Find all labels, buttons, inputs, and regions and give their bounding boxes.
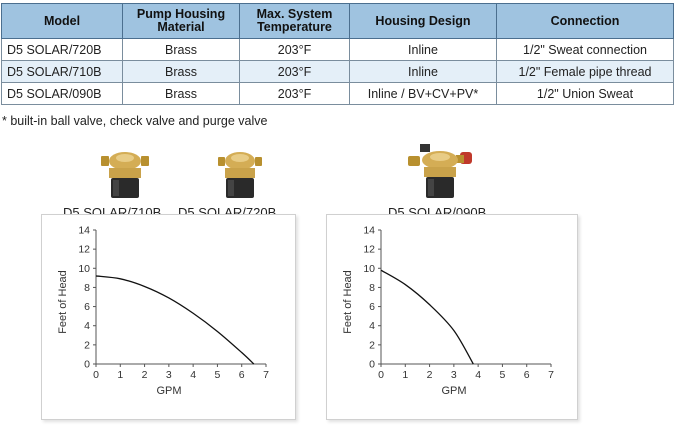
cell-temperature: 203°F [239, 82, 350, 105]
chart-panel-left [41, 214, 296, 420]
y-tick-label: 8 [84, 282, 90, 294]
x-tick-label: 6 [239, 369, 245, 381]
y-tick-label: 8 [369, 282, 375, 294]
header-connection: Connection [496, 3, 674, 39]
x-tick-label: 6 [524, 369, 530, 381]
table-row: D5 SOLAR/720B Brass 203°F Inline 1/2" Sw… [1, 38, 674, 61]
cell-housing-design: Inline [349, 60, 497, 83]
y-tick-label: 4 [84, 320, 90, 332]
y-tick-label: 2 [84, 339, 90, 351]
x-tick-label: 2 [427, 369, 433, 381]
cell-housing-design: Inline / BV+CV+PV* [349, 82, 497, 105]
header-material: Pump Housing Material [122, 3, 240, 39]
y-axis-label: Feet of Head [342, 270, 354, 334]
pump-curve-line [380, 269, 474, 365]
cell-housing-design: Inline [349, 38, 497, 61]
cell-material: Brass [122, 38, 240, 61]
x-tick-label: 7 [263, 369, 269, 381]
cell-connection: 1/2" Union Sweat [496, 82, 674, 105]
cell-temperature: 203°F [239, 60, 350, 83]
cell-model: D5 SOLAR/720B [1, 38, 123, 61]
y-tick-label: 0 [369, 359, 375, 371]
pump-curve-line [95, 275, 255, 365]
x-tick-label: 1 [117, 369, 123, 381]
x-tick-label: 3 [451, 369, 457, 381]
y-tick-label: 2 [369, 339, 375, 351]
y-tick-label: 4 [369, 320, 375, 332]
x-tick-label: 2 [142, 369, 148, 381]
cell-connection: 1/2" Sweat connection [496, 38, 674, 61]
x-tick-label: 5 [215, 369, 221, 381]
y-tick-label: 14 [363, 225, 375, 237]
y-tick-label: 10 [78, 263, 90, 275]
cell-model: D5 SOLAR/090B [1, 82, 123, 105]
table-row: D5 SOLAR/090B Brass 203°F Inline / BV+CV… [1, 82, 674, 105]
header-housing-design: Housing Design [349, 3, 497, 39]
spec-table: Model Pump Housing Material Max. System Te… [1, 3, 674, 105]
chart-panel-right [326, 214, 578, 420]
cell-model: D5 SOLAR/710B [1, 60, 123, 83]
x-tick-label: 4 [190, 369, 196, 381]
pump-720b-image [218, 152, 262, 198]
cell-connection: 1/2" Female pipe thread [496, 60, 674, 83]
x-axis-label: GPM [441, 385, 466, 397]
x-tick-label: 1 [402, 369, 408, 381]
y-tick-label: 12 [363, 244, 375, 256]
y-tick-label: 10 [363, 263, 375, 275]
cell-temperature: 203°F [239, 38, 350, 61]
header-model: Model [1, 3, 123, 39]
cell-material: Brass [122, 60, 240, 83]
header-temperature: Max. System Temperature [239, 3, 350, 39]
y-tick-label: 6 [369, 301, 375, 313]
x-tick-label: 3 [166, 369, 172, 381]
x-tick-label: 5 [500, 369, 506, 381]
cell-material: Brass [122, 82, 240, 105]
footnote: * built-in ball valve, check valve and p… [2, 114, 268, 128]
pump-090b-image [408, 144, 472, 198]
x-tick-label: 0 [93, 369, 99, 381]
y-tick-label: 14 [78, 225, 90, 237]
pump-710b-image [101, 152, 149, 198]
x-tick-label: 0 [378, 369, 384, 381]
y-tick-label: 12 [78, 244, 90, 256]
x-tick-label: 4 [475, 369, 481, 381]
table-row: D5 SOLAR/710B Brass 203°F Inline 1/2" Fe… [1, 60, 674, 83]
y-tick-label: 0 [84, 359, 90, 371]
x-tick-label: 7 [548, 369, 554, 381]
table-header-row: Model Pump Housing Material Max. System Te… [1, 3, 674, 39]
y-tick-label: 6 [84, 301, 90, 313]
y-axis-label: Feet of Head [57, 270, 69, 334]
x-axis-label: GPM [156, 385, 181, 397]
